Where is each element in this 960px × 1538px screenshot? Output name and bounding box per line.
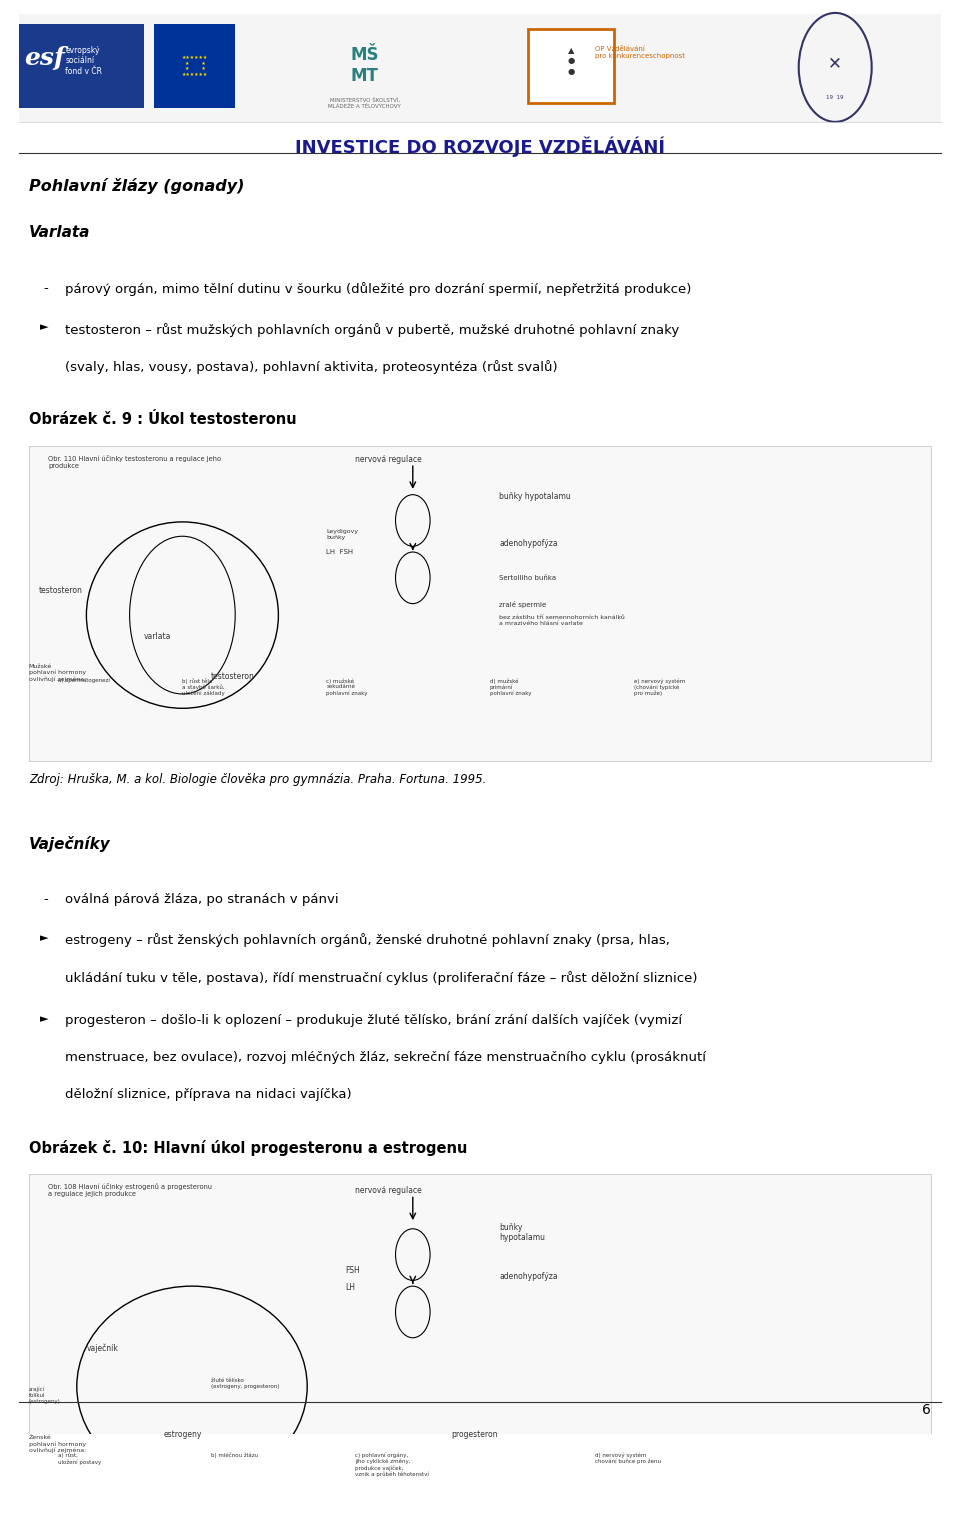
Text: b) mléčnou žlázu: b) mléčnou žlázu xyxy=(211,1452,258,1458)
Text: buňky hypotalamu: buňky hypotalamu xyxy=(499,492,571,501)
Text: d) nervový systém
chování buňce pro ženu: d) nervový systém chování buňce pro ženu xyxy=(595,1452,661,1464)
Text: testosteron: testosteron xyxy=(211,672,255,681)
Text: buňky
hypotalamu: buňky hypotalamu xyxy=(499,1223,545,1243)
Text: c) mužské
sekudárné
pohlavní znaky: c) mužské sekudárné pohlavní znaky xyxy=(326,678,368,695)
Text: adenohypofýza: adenohypofýza xyxy=(499,1272,558,1281)
Text: progesteron – došlo-li k oplození – produkuje žluté tělísko, brání zrání dalších: progesteron – došlo-li k oplození – prod… xyxy=(65,1014,683,1027)
Text: estrogeny – růst ženských pohlavních orgánů, ženské druhotné pohlavní znaky (prs: estrogeny – růst ženských pohlavních org… xyxy=(65,934,670,947)
Text: varlata: varlata xyxy=(144,632,172,641)
Text: MŠ
MT: MŠ MT xyxy=(350,46,379,85)
Text: FSH: FSH xyxy=(346,1266,360,1275)
Text: Vaječníky: Vaječníky xyxy=(29,837,110,852)
Text: adenohypofýza: adenohypofýza xyxy=(499,540,558,548)
Text: Varlata: Varlata xyxy=(29,225,90,240)
Text: e) nervový systém
(chování typické
pro muže): e) nervový systém (chování typické pro m… xyxy=(634,678,684,697)
Text: vaječník: vaječník xyxy=(86,1344,118,1353)
FancyBboxPatch shape xyxy=(29,1175,931,1533)
Text: testosteron – růst mužských pohlavních orgánů v pubertě, mužské druhotné pohlavn: testosteron – růst mužských pohlavních o… xyxy=(65,323,680,337)
Text: ukládání tuku v těle, postava), řídí menstruační cyklus (proliferační fáze – růs: ukládání tuku v těle, postava), řídí men… xyxy=(65,970,698,984)
Text: -: - xyxy=(43,283,48,295)
Text: ★★★★★★
★        ★
★        ★
★★★★★★: ★★★★★★ ★ ★ ★ ★ ★★★★★★ xyxy=(181,55,208,77)
Text: a) spermatogenezi: a) spermatogenezi xyxy=(58,678,109,683)
Text: oválná párová žláza, po stranách v pánvi: oválná párová žláza, po stranách v pánvi xyxy=(65,894,339,906)
Text: nervová regulace: nervová regulace xyxy=(355,1186,422,1195)
Text: Obrázek č. 10: Hlavní úkol progesteronu a estrogenu: Obrázek č. 10: Hlavní úkol progesteronu … xyxy=(29,1140,468,1157)
Text: MINISTERSTVO ŠKOLSTVÍ,
MLÁDEŽE A TĚLOVÝCHOVY: MINISTERSTVO ŠKOLSTVÍ, MLÁDEŽE A TĚLOVÝC… xyxy=(328,97,401,109)
Text: LH  FSH: LH FSH xyxy=(326,549,353,555)
Text: ✕: ✕ xyxy=(828,54,842,72)
Text: c) pohlavní orgány,
jiho cyklické změny,
produkce vajíček,
vznik a průběh těhote: c) pohlavní orgány, jiho cyklické změny,… xyxy=(355,1452,429,1478)
Text: d) mužské
primární
pohlavní znaky: d) mužské primární pohlavní znaky xyxy=(490,678,531,697)
FancyBboxPatch shape xyxy=(528,29,614,103)
Text: Sertolliho buňka: Sertolliho buňka xyxy=(499,575,557,581)
Text: párový orgán, mimo tělní dutinu v šourku (důležité pro dozrání spermií, nepřetrž: párový orgán, mimo tělní dutinu v šourku… xyxy=(65,283,691,297)
Text: 19  19: 19 19 xyxy=(827,95,844,100)
Text: LH: LH xyxy=(346,1283,355,1292)
Text: Zdroj: Hruška, M. a kol. Biologie člověka pro gymnázia. Praha. Fortuna. 1995.: Zdroj: Hruška, M. a kol. Biologie člověk… xyxy=(29,772,486,786)
Text: zrající
folikul
(estrogeny): zrající folikul (estrogeny) xyxy=(29,1386,60,1404)
Text: ▲
●
●: ▲ ● ● xyxy=(567,46,575,75)
Text: esf: esf xyxy=(24,46,64,69)
Text: zralé spermie: zralé spermie xyxy=(499,601,546,608)
Text: 6: 6 xyxy=(923,1403,931,1416)
Text: děložní sliznice, příprava na nidaci vajíčka): děložní sliznice, příprava na nidaci vaj… xyxy=(65,1089,352,1101)
Text: Ženské
pohlavní hormony
ovlivňují zejména:: Ženské pohlavní hormony ovlivňují zejmén… xyxy=(29,1435,86,1453)
FancyBboxPatch shape xyxy=(29,446,931,761)
Text: ►: ► xyxy=(40,934,49,943)
Text: žluté tělísko
(estrogeny, progesteron): žluté tělísko (estrogeny, progesteron) xyxy=(211,1378,279,1389)
Text: INVESTICE DO ROZVOJE VZDĚLÁVÁNÍ: INVESTICE DO ROZVOJE VZDĚLÁVÁNÍ xyxy=(295,137,665,157)
FancyBboxPatch shape xyxy=(19,14,941,122)
Text: menstruace, bez ovulace), rozvoj mléčných žláz, sekreční fáze menstruačního cykl: menstruace, bez ovulace), rozvoj mléčnýc… xyxy=(65,1050,707,1064)
FancyBboxPatch shape xyxy=(19,25,144,108)
Text: progesteron: progesteron xyxy=(451,1429,497,1438)
Text: ►: ► xyxy=(40,323,49,332)
Text: testosteron: testosteron xyxy=(38,586,83,595)
Text: b) růst těla
a stavbě šarků,
uložení základy: b) růst těla a stavbě šarků, uložení zák… xyxy=(182,678,226,697)
Text: estrogeny: estrogeny xyxy=(163,1429,202,1438)
Text: Mužské
pohlavní hormony
ovlivňují zejména:: Mužské pohlavní hormony ovlivňují zejmén… xyxy=(29,664,86,681)
Text: evropský
sociální
fond v ČR: evropský sociální fond v ČR xyxy=(65,46,103,75)
Text: bez zástihu tří semennohorních kanálků
a mrazivého hlásní varlate: bez zástihu tří semennohorních kanálků a… xyxy=(499,615,625,626)
Text: Leydigovy
buňky: Leydigovy buňky xyxy=(326,529,358,540)
Text: OP Vzdělávání
pro konkurenceschopnost: OP Vzdělávání pro konkurenceschopnost xyxy=(595,46,685,58)
Text: Obr. 108 Hlavní účinky estrogenů a progesteronu
a regulace jejich produkce: Obr. 108 Hlavní účinky estrogenů a proge… xyxy=(48,1183,212,1197)
Text: (svaly, hlas, vousy, postava), pohlavní aktivita, proteosyntéza (růst svalů): (svaly, hlas, vousy, postava), pohlavní … xyxy=(65,360,558,374)
Text: Pohlavní žlázy (gonady): Pohlavní žlázy (gonady) xyxy=(29,178,244,194)
Text: EVROPSKÁ UNIE: EVROPSKÁ UNIE xyxy=(173,102,217,106)
Text: Obr. 110 Hlavní účinky testosteronu a regulace jeho
produkce: Obr. 110 Hlavní účinky testosteronu a re… xyxy=(48,455,221,469)
FancyBboxPatch shape xyxy=(154,25,235,108)
Text: a) růst,
uložení postavy: a) růst, uložení postavy xyxy=(58,1452,101,1464)
Text: Obrázek č. 9 : Úkol testosteronu: Obrázek č. 9 : Úkol testosteronu xyxy=(29,412,297,426)
Text: -: - xyxy=(43,894,48,906)
Text: ►: ► xyxy=(40,1014,49,1024)
Text: nervová regulace: nervová regulace xyxy=(355,455,422,463)
